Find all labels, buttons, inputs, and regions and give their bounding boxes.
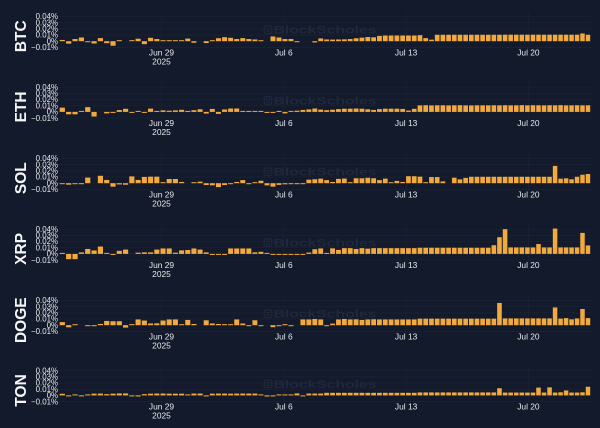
- svg-text:0.04%: 0.04%: [36, 12, 58, 21]
- svg-text:Jul 6: Jul 6: [275, 402, 293, 412]
- svg-text:0.01%: 0.01%: [36, 243, 58, 252]
- svg-text:0%: 0%: [47, 391, 58, 400]
- svg-text:0%: 0%: [47, 37, 58, 46]
- svg-text:0.01%: 0.01%: [36, 173, 58, 182]
- svg-text:TON: TON: [13, 374, 30, 406]
- svg-text:0.01%: 0.01%: [36, 101, 58, 110]
- svg-text:Jul 6: Jul 6: [275, 190, 293, 200]
- svg-text:Jul 6: Jul 6: [275, 48, 293, 58]
- svg-text:DOGE: DOGE: [13, 297, 30, 343]
- svg-text:2025: 2025: [152, 269, 171, 279]
- svg-text:Jul 6: Jul 6: [275, 118, 293, 128]
- svg-text:Jul 20: Jul 20: [517, 48, 540, 58]
- svg-text:BlockScholes: BlockScholes: [274, 95, 377, 107]
- svg-text:0.04%: 0.04%: [36, 83, 58, 92]
- svg-text:BlockScholes: BlockScholes: [274, 25, 377, 37]
- svg-text:−0.01%: −0.01%: [31, 327, 58, 336]
- svg-text:0.02%: 0.02%: [36, 237, 58, 246]
- svg-text:Jul 13: Jul 13: [395, 260, 418, 270]
- svg-text:0.03%: 0.03%: [36, 160, 58, 169]
- svg-text:0%: 0%: [47, 321, 58, 330]
- svg-text:Jul 20: Jul 20: [517, 118, 540, 128]
- svg-text:−0.01%: −0.01%: [31, 114, 58, 123]
- svg-text:−0.01%: −0.01%: [31, 185, 58, 194]
- svg-text:XRP: XRP: [13, 233, 30, 265]
- svg-text:Jun 29: Jun 29: [149, 190, 174, 200]
- svg-text:0.04%: 0.04%: [36, 225, 58, 234]
- svg-text:0.03%: 0.03%: [36, 373, 58, 382]
- svg-text:0.03%: 0.03%: [36, 89, 58, 98]
- svg-text:Jul 13: Jul 13: [395, 190, 418, 200]
- svg-text:BTC: BTC: [13, 20, 30, 52]
- svg-text:Jun 29: Jun 29: [149, 332, 174, 342]
- svg-text:Jun 29: Jun 29: [149, 402, 174, 412]
- svg-text:0%: 0%: [47, 250, 58, 259]
- svg-text:Jun 29: Jun 29: [149, 260, 174, 270]
- svg-text:0.02%: 0.02%: [36, 95, 58, 104]
- svg-text:BlockScholes: BlockScholes: [274, 309, 377, 321]
- svg-text:0.04%: 0.04%: [36, 154, 58, 163]
- svg-text:Jul 6: Jul 6: [275, 332, 293, 342]
- svg-text:BlockScholes: BlockScholes: [274, 379, 377, 391]
- svg-text:0.01%: 0.01%: [36, 31, 58, 40]
- svg-text:Jul 20: Jul 20: [517, 260, 540, 270]
- svg-text:0.03%: 0.03%: [36, 231, 58, 240]
- svg-text:0.03%: 0.03%: [36, 18, 58, 27]
- svg-text:0%: 0%: [47, 108, 58, 117]
- svg-text:BlockScholes: BlockScholes: [274, 167, 377, 179]
- svg-text:Jul 13: Jul 13: [395, 332, 418, 342]
- svg-text:SOL: SOL: [13, 162, 30, 194]
- svg-text:0.04%: 0.04%: [36, 296, 58, 305]
- svg-text:ETH: ETH: [13, 91, 30, 122]
- svg-text:2025: 2025: [152, 341, 171, 351]
- svg-text:Jul 13: Jul 13: [395, 118, 418, 128]
- svg-text:2025: 2025: [152, 57, 171, 67]
- svg-text:0%: 0%: [47, 179, 58, 188]
- svg-text:0.01%: 0.01%: [36, 385, 58, 394]
- svg-text:Jul 20: Jul 20: [517, 332, 540, 342]
- svg-text:BlockScholes: BlockScholes: [274, 237, 377, 249]
- svg-text:−0.01%: −0.01%: [31, 256, 58, 265]
- svg-text:0.04%: 0.04%: [36, 366, 58, 375]
- svg-text:0.02%: 0.02%: [36, 167, 58, 176]
- svg-text:0.01%: 0.01%: [36, 315, 58, 324]
- svg-text:Jul 6: Jul 6: [275, 260, 293, 270]
- svg-text:−0.01%: −0.01%: [31, 397, 58, 406]
- svg-text:0.03%: 0.03%: [36, 302, 58, 311]
- svg-text:0.02%: 0.02%: [36, 379, 58, 388]
- svg-text:2025: 2025: [152, 199, 171, 209]
- svg-text:0.02%: 0.02%: [36, 25, 58, 34]
- svg-text:2025: 2025: [152, 127, 171, 137]
- svg-text:Jul 13: Jul 13: [395, 402, 418, 412]
- svg-text:Jul 13: Jul 13: [395, 48, 418, 58]
- svg-text:0.02%: 0.02%: [36, 309, 58, 318]
- svg-text:2025: 2025: [152, 411, 171, 421]
- svg-text:Jul 20: Jul 20: [517, 402, 540, 412]
- svg-text:Jun 29: Jun 29: [149, 48, 174, 58]
- svg-text:Jul 20: Jul 20: [517, 190, 540, 200]
- svg-text:Jun 29: Jun 29: [149, 118, 174, 128]
- svg-text:−0.01%: −0.01%: [31, 43, 58, 52]
